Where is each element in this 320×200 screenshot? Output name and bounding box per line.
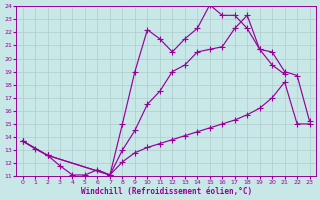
X-axis label: Windchill (Refroidissement éolien,°C): Windchill (Refroidissement éolien,°C) [81, 187, 252, 196]
